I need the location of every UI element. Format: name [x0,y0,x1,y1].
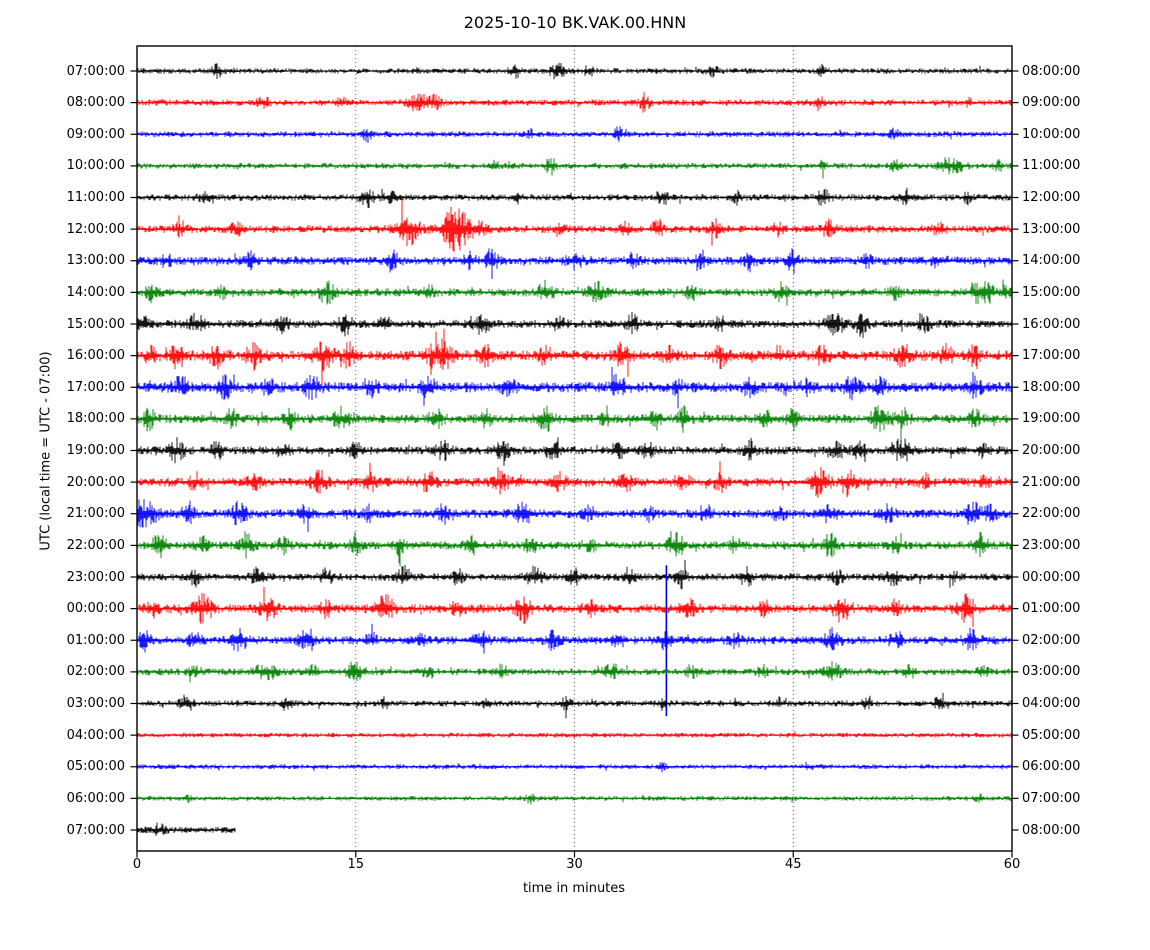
seismic-trace-2200utc [136,531,1013,567]
local-label-row-8: 16:00:00 [1022,316,1081,332]
local-label-row-15: 23:00:00 [1022,537,1081,553]
utc-label-row-16: 23:00:00 [66,569,125,585]
seismic-trace-1200utc [136,197,1013,252]
utc-label-row-20: 03:00:00 [66,696,125,711]
utc-label-row-15: 22:00:00 [66,537,125,553]
local-label-row-3: 11:00:00 [1022,158,1081,174]
utc-label-row-6: 13:00:00 [66,253,125,269]
xtick-label-0: 0 [132,857,142,872]
local-label-row-21: 05:00:00 [1022,727,1081,743]
xtick-label-45: 45 [784,857,802,872]
local-label-row-1: 09:00:00 [1022,95,1081,111]
local-label-row-6: 14:00:00 [1022,253,1081,269]
utc-label-row-17: 00:00:00 [66,601,125,617]
seismic-trace-1000utc [136,157,1013,179]
utc-label-row-14: 21:00:00 [66,506,125,522]
local-label-row-19: 03:00:00 [1022,664,1081,680]
local-label-row-23: 07:00:00 [1022,790,1081,806]
local-label-row-10: 18:00:00 [1022,379,1081,395]
local-label-row-7: 15:00:00 [1022,284,1081,300]
local-label-row-22: 06:00:00 [1022,759,1081,775]
utc-label-row-8: 15:00:00 [66,316,125,332]
local-label-row-4: 12:00:00 [1022,190,1081,205]
utc-label-row-4: 11:00:00 [66,190,125,205]
local-label-row-24: 08:00:00 [1022,822,1081,838]
utc-label-row-7: 14:00:00 [66,284,125,300]
plot-frame [136,45,1013,852]
xtick-label-15: 15 [347,857,365,872]
local-label-row-0: 08:00:00 [1022,63,1081,79]
utc-label-row-2: 09:00:00 [66,126,125,142]
utc-label-row-18: 01:00:00 [66,632,125,648]
seismic-trace-1600utc [136,328,1013,386]
utc-label-row-9: 16:00:00 [66,348,125,364]
local-label-row-2: 10:00:00 [1022,126,1081,142]
local-label-row-17: 01:00:00 [1022,601,1081,617]
utc-label-row-24: 07:00:00 [66,822,125,838]
utc-label-row-13: 20:00:00 [66,474,125,490]
utc-label-row-23: 06:00:00 [66,790,125,806]
xtick-label-60: 60 [1003,857,1021,872]
chart-title: 2025-10-10 BK.VAK.00.HNN [463,13,687,32]
utc-label-row-11: 18:00:00 [66,411,125,427]
utc-label-row-5: 12:00:00 [66,221,125,237]
local-label-row-11: 19:00:00 [1022,411,1081,427]
utc-label-row-3: 10:00:00 [66,158,125,174]
utc-label-row-21: 04:00:00 [66,727,125,743]
x-axis-label: time in minutes [522,881,626,896]
local-label-row-16: 00:00:00 [1022,569,1081,585]
utc-label-row-19: 02:00:00 [66,664,125,680]
utc-label-row-10: 17:00:00 [66,379,125,395]
seismic-trace-0700utc [136,822,236,836]
local-label-row-5: 13:00:00 [1022,221,1081,237]
seismic-trace-1900utc [136,437,1013,466]
local-label-row-9: 17:00:00 [1022,348,1081,364]
local-label-row-18: 02:00:00 [1022,632,1081,648]
local-label-row-12: 20:00:00 [1022,443,1081,458]
local-label-row-13: 21:00:00 [1022,474,1081,490]
utc-label-row-0: 07:00:00 [66,63,125,79]
local-label-row-14: 22:00:00 [1022,506,1081,522]
local-label-row-20: 04:00:00 [1022,696,1081,711]
utc-label-row-1: 08:00:00 [66,95,125,111]
utc-label-row-12: 19:00:00 [66,443,125,458]
xtick-label-30: 30 [566,857,583,872]
seismic-trace-2100utc [136,499,1013,532]
utc-label-row-22: 05:00:00 [66,759,125,775]
